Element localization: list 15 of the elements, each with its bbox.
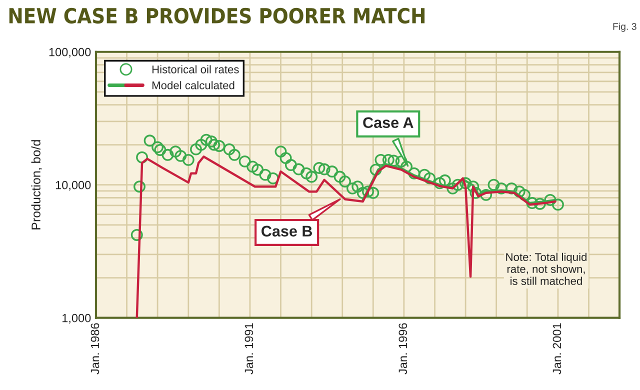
- y-axis-title: Production, bo/d: [31, 140, 42, 230]
- y-tick-label: 1,000: [62, 314, 91, 324]
- y-tick-label: 100,000: [49, 48, 91, 58]
- x-tick-label: Jan. 1991: [244, 323, 254, 374]
- x-tick-label: Jan. 1986: [90, 323, 100, 374]
- annotation: Case B: [262, 226, 312, 237]
- annotation: Case A: [363, 117, 414, 128]
- caption: Fig. 3: [613, 22, 636, 32]
- legend-label: Historical oil rates: [152, 65, 239, 74]
- x-tick-label: Jan. 2001: [552, 323, 562, 374]
- legend-label: Model calculated: [152, 81, 234, 90]
- x-tick-label: Jan. 1996: [398, 323, 408, 374]
- y-tick-label: 10,000: [56, 180, 91, 191]
- chart-title: NEW CASE B PROVIDES POORER MATCH: [9, 8, 425, 24]
- annotation: Note: Total liquid rate, not shown, is still matched: [506, 252, 586, 285]
